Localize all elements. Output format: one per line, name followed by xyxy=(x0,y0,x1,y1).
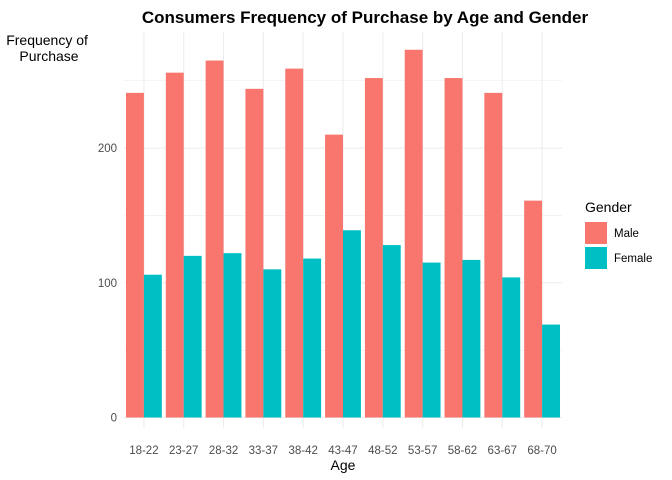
bar-male-63-67 xyxy=(484,92,503,418)
bar-female-43-47 xyxy=(343,230,361,418)
x-tick-label: 53-57 xyxy=(408,445,437,457)
bar-female-63-67 xyxy=(502,277,521,418)
bars xyxy=(125,49,561,418)
x-tick-label: 18-22 xyxy=(129,445,158,457)
bar-male-48-52 xyxy=(364,78,383,418)
y-axis-title-line-2: Purchase xyxy=(19,48,78,64)
bar-male-53-57 xyxy=(404,49,423,418)
legend-key-male xyxy=(585,222,607,244)
bar-female-58-62 xyxy=(462,259,481,418)
y-tick-label: 200 xyxy=(98,143,117,155)
x-tick-label: 23-27 xyxy=(169,445,198,457)
y-axis-title: Frequency of Purchase xyxy=(6,32,92,64)
bar-male-38-42 xyxy=(285,68,304,418)
x-tick-label: 43-47 xyxy=(328,445,357,457)
x-tick-label: 28-32 xyxy=(209,445,238,457)
bar-female-18-22 xyxy=(143,274,162,418)
legend-key-female xyxy=(585,247,607,269)
y-tick-label: 100 xyxy=(98,278,117,290)
y-axis-ticks: 0 100 200 xyxy=(98,143,117,424)
bar-female-53-57 xyxy=(422,262,441,418)
legend-label-male: Male xyxy=(614,228,639,240)
legend: Gender Male Female xyxy=(585,199,652,269)
y-tick-label: 0 xyxy=(111,413,117,425)
bar-female-28-32 xyxy=(223,253,242,418)
y-axis-title-line-1: Frequency of xyxy=(6,32,88,48)
x-axis-title: Age xyxy=(331,457,356,473)
x-tick-label: 38-42 xyxy=(288,445,317,457)
legend-title: Gender xyxy=(585,199,632,215)
x-axis-ticks: 18-22 23-27 28-32 33-37 38-42 43-47 48-52 53-57… xyxy=(129,445,557,457)
bar-male-23-27 xyxy=(165,72,184,418)
bar-female-33-37 xyxy=(263,269,282,418)
bar-male-18-22 xyxy=(125,92,144,418)
x-tick-label: 48-52 xyxy=(368,445,397,457)
bar-male-33-37 xyxy=(245,88,264,418)
bar-male-28-32 xyxy=(205,60,224,418)
bar-male-68-70 xyxy=(524,200,543,418)
bar-female-38-42 xyxy=(303,258,322,418)
bar-female-68-70 xyxy=(542,324,561,418)
bar-female-23-27 xyxy=(183,255,202,418)
bar-male-58-62 xyxy=(444,78,463,418)
x-tick-label: 63-67 xyxy=(488,445,517,457)
x-tick-label: 33-37 xyxy=(249,445,278,457)
chart-title: Consumers Frequency of Purchase by Age a… xyxy=(142,8,589,27)
x-tick-label: 68-70 xyxy=(527,445,556,457)
bar-female-48-52 xyxy=(382,245,401,418)
x-tick-label: 58-62 xyxy=(448,445,477,457)
bar-male-43-47 xyxy=(325,134,343,418)
legend-label-female: Female xyxy=(614,253,652,265)
